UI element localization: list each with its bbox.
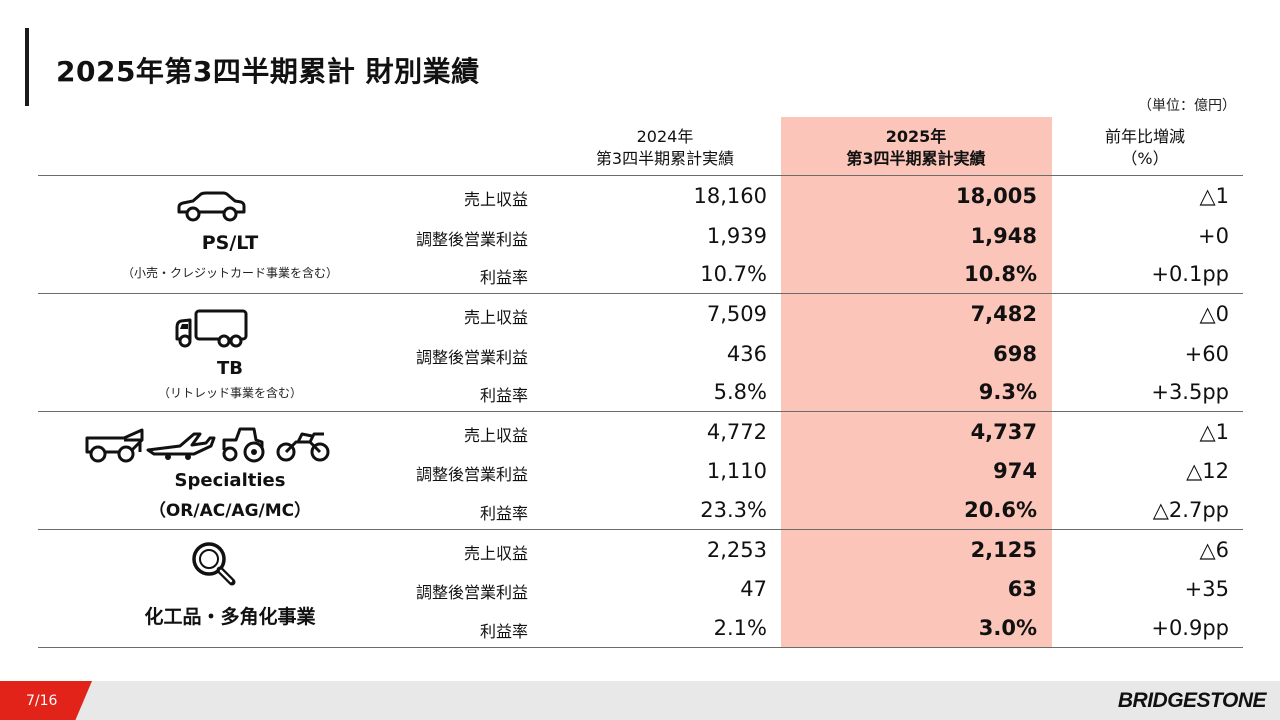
curr-value: 63 bbox=[1007, 577, 1037, 601]
col-head-prev-year: 2024年 bbox=[636, 127, 694, 146]
metric-label: 利益率 bbox=[479, 622, 528, 641]
diff-value: +0.1pp bbox=[1151, 262, 1229, 286]
metric-label: 利益率 bbox=[479, 268, 528, 287]
diff-value: +3.5pp bbox=[1151, 380, 1229, 404]
diff-value: +0 bbox=[1198, 224, 1229, 248]
diff-value: △12 bbox=[1186, 459, 1229, 483]
page-number: 7/16 bbox=[26, 693, 58, 709]
metric-label: 売上収益 bbox=[463, 308, 528, 327]
table-divider bbox=[38, 293, 1243, 294]
metric-label: 調整後営業利益 bbox=[415, 348, 528, 367]
prev-value: 23.3% bbox=[700, 498, 767, 522]
prev-value: 436 bbox=[726, 342, 767, 366]
segment-note: （リトレッド事業を含む） bbox=[157, 386, 302, 400]
curr-value: 4,737 bbox=[970, 420, 1037, 444]
footer-bar bbox=[0, 681, 1280, 720]
col-head-diff-title: 前年比増減 bbox=[1104, 127, 1185, 146]
curr-value: 20.6% bbox=[964, 498, 1037, 522]
brand-logo: BRIDGESTONE bbox=[1117, 689, 1267, 712]
table-divider bbox=[38, 411, 1243, 412]
prev-value: 18,160 bbox=[693, 184, 767, 208]
diff-value: △1 bbox=[1199, 420, 1229, 444]
curr-value: 10.8% bbox=[964, 262, 1037, 286]
segment-name: PS/LT bbox=[201, 232, 259, 254]
segment-note: （小売・クレジットカード事業を含む） bbox=[121, 266, 338, 280]
prev-value: 2.1% bbox=[713, 616, 767, 640]
curr-value: 2,125 bbox=[970, 538, 1037, 562]
segment-name: TB bbox=[217, 358, 243, 379]
curr-value: 18,005 bbox=[955, 184, 1037, 208]
metric-label: 調整後営業利益 bbox=[415, 230, 528, 249]
col-head-curr-label: 第3四半期累計実績 bbox=[846, 149, 986, 168]
table-divider bbox=[38, 529, 1243, 530]
diff-value: △6 bbox=[1199, 538, 1229, 562]
diff-value: △1 bbox=[1199, 184, 1229, 208]
col-head-curr-year: 2025年 bbox=[885, 127, 947, 146]
curr-value: 974 bbox=[993, 459, 1037, 483]
diff-value: △0 bbox=[1199, 302, 1229, 326]
metric-label: 利益率 bbox=[479, 386, 528, 405]
page-number-tab bbox=[0, 681, 92, 720]
col-head-prev-label: 第3四半期累計実績 bbox=[595, 149, 735, 168]
magnifier-icon bbox=[192, 542, 236, 586]
diff-value: +0.9pp bbox=[1151, 616, 1229, 640]
segment-name: Specialties bbox=[174, 470, 286, 491]
diff-value: +35 bbox=[1184, 577, 1229, 601]
prev-value: 2,253 bbox=[706, 538, 767, 562]
current-year-highlight bbox=[781, 117, 1052, 647]
table-divider bbox=[38, 647, 1243, 648]
specialty-vehicles-icon bbox=[85, 427, 330, 463]
curr-value: 9.3% bbox=[978, 380, 1037, 404]
metric-label: 利益率 bbox=[479, 504, 528, 523]
prev-value: 47 bbox=[740, 577, 767, 601]
metric-label: 売上収益 bbox=[463, 426, 528, 445]
segment-name: 化工品・多角化事業 bbox=[144, 606, 316, 628]
metric-label: 調整後営業利益 bbox=[415, 465, 528, 484]
prev-value: 1,939 bbox=[706, 224, 767, 248]
curr-value: 698 bbox=[993, 342, 1037, 366]
curr-value: 1,948 bbox=[970, 224, 1037, 248]
col-head-curr: 2025年 第3四半期累計実績 bbox=[826, 126, 1006, 170]
col-head-diff-unit: （%） bbox=[1121, 149, 1169, 168]
unit-note: （単位：億円） bbox=[1138, 98, 1236, 114]
metric-label: 売上収益 bbox=[463, 190, 528, 209]
metric-label: 調整後営業利益 bbox=[415, 583, 528, 602]
car-icon bbox=[177, 191, 246, 222]
diff-value: +60 bbox=[1184, 342, 1229, 366]
prev-value: 10.7% bbox=[700, 262, 767, 286]
curr-value: 3.0% bbox=[978, 616, 1037, 640]
diff-value: △2.7pp bbox=[1152, 498, 1229, 522]
prev-value: 5.8% bbox=[713, 380, 767, 404]
segment-note: （OR/AC/AG/MC） bbox=[148, 501, 312, 521]
table-divider bbox=[38, 175, 1243, 176]
truck-icon bbox=[175, 309, 248, 348]
col-head-prev: 2024年 第3四半期累計実績 bbox=[580, 126, 750, 170]
page-title: 2025年第3四半期累計 財別業績 bbox=[56, 55, 480, 88]
prev-value: 7,509 bbox=[706, 302, 767, 326]
prev-value: 4,772 bbox=[706, 420, 767, 444]
curr-value: 7,482 bbox=[970, 302, 1037, 326]
prev-value: 1,110 bbox=[706, 459, 767, 483]
col-head-diff: 前年比増減 （%） bbox=[1080, 126, 1210, 170]
title-accent-bar bbox=[25, 28, 29, 106]
metric-label: 売上収益 bbox=[463, 544, 528, 563]
